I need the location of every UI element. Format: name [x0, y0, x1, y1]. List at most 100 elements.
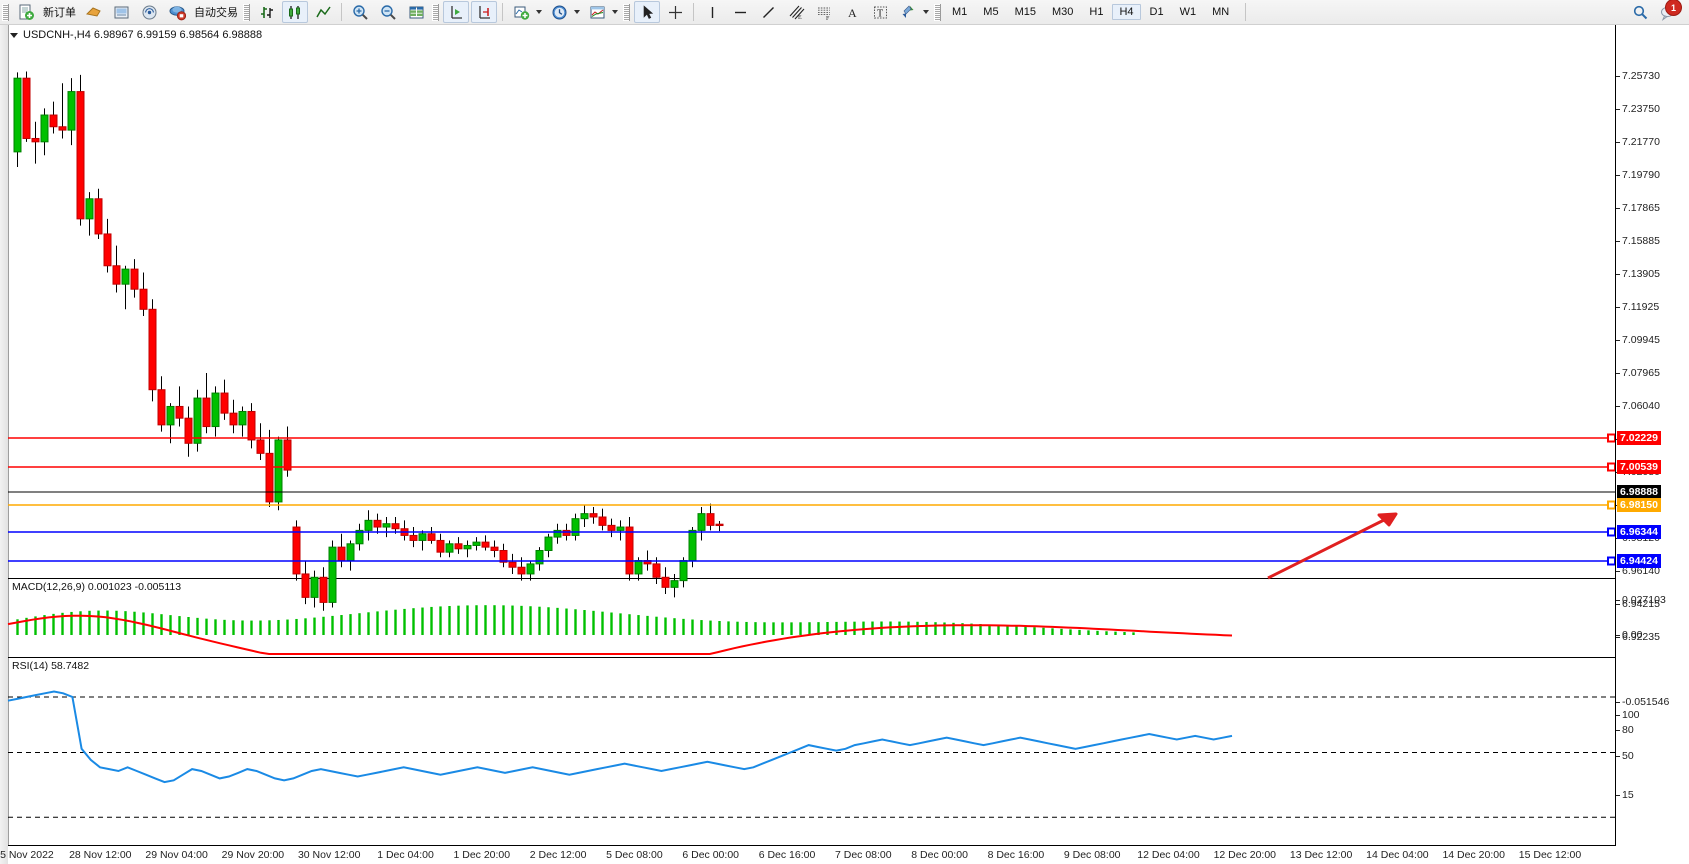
- time-tick-label: 13 Dec 12:00: [1289, 849, 1353, 861]
- time-tick-label: 15 Dec 12:00: [1518, 849, 1582, 861]
- timeframe-m5[interactable]: M5: [983, 6, 999, 18]
- price-level-badge[interactable]: 6.98888: [1617, 485, 1661, 499]
- price-tick: [1616, 76, 1620, 77]
- price-tick-label: 7.09945: [1622, 334, 1660, 346]
- chart-left-rail: [0, 25, 9, 864]
- autotrading-label[interactable]: 自动交易: [194, 7, 238, 19]
- zoom-in-icon[interactable]: [347, 1, 373, 23]
- text-label-icon[interactable]: T: [867, 1, 893, 23]
- chart-symbol-header[interactable]: USDCNH-,H4 6.98967 6.99159 6.98564 6.988…: [10, 29, 262, 41]
- time-axis[interactable]: 25 Nov 2022 28 Nov 12:00 29 Nov 04:00 29 No…: [0, 845, 1616, 864]
- bar-chart-icon[interactable]: [254, 1, 280, 23]
- price-level-badge[interactable]: 6.96344: [1617, 525, 1661, 539]
- toolbar-grip-3[interactable]: [432, 3, 439, 21]
- chart-window[interactable]: USDCNH-,H4 6.98967 6.99159 6.98564 6.988…: [0, 24, 1689, 864]
- timeframe-mn[interactable]: MN: [1212, 6, 1230, 18]
- time-tick-label: 30 Nov 12:00: [297, 849, 361, 861]
- rsi-tick: [1616, 730, 1620, 731]
- toolbar-grip-2[interactable]: [243, 3, 250, 21]
- price-tick-label: 7.11925: [1622, 301, 1660, 313]
- vertical-line-icon[interactable]: [699, 1, 725, 23]
- price-tick: [1616, 109, 1620, 110]
- notifications-icon[interactable]: 1: [1655, 0, 1682, 23]
- chart-menu-triangle-icon[interactable]: [10, 32, 18, 38]
- add-indicator-icon[interactable]: [508, 1, 534, 23]
- price-tick-label: 7.17865: [1622, 202, 1660, 214]
- autotrading-icon[interactable]: [164, 1, 190, 23]
- time-tick-label: 5 Dec 08:00: [606, 849, 663, 861]
- rsi-indicator-label: RSI(14) 58.7482: [12, 660, 90, 672]
- templates-icon[interactable]: [584, 1, 610, 23]
- time-tick-label: 12 Dec 04:00: [1137, 849, 1200, 861]
- rsi-tick-label: 80: [1622, 724, 1634, 736]
- timeframe-m1[interactable]: M1: [952, 6, 968, 18]
- time-tick-label: 6 Dec 00:00: [682, 849, 739, 861]
- add-indicator-caret-icon[interactable]: [536, 10, 542, 14]
- rsi-tick: [1616, 795, 1620, 796]
- macd-tick: [1616, 702, 1620, 703]
- rsi-tick: [1616, 715, 1620, 716]
- timeframe-h1[interactable]: H1: [1089, 6, 1104, 18]
- auto-scroll-icon[interactable]: [443, 1, 469, 23]
- macd-tick-label: 0.027103: [1622, 594, 1666, 606]
- trendline-icon[interactable]: [755, 1, 781, 23]
- timeframe-m15[interactable]: M15: [1014, 6, 1036, 18]
- time-tick-label: 14 Dec 20:00: [1442, 849, 1505, 861]
- templates-caret-icon[interactable]: [612, 10, 618, 14]
- timeframe-d1[interactable]: D1: [1149, 6, 1164, 18]
- time-tick-label: 7 Dec 08:00: [834, 849, 892, 861]
- text-icon[interactable]: A: [839, 1, 865, 23]
- fibonacci-icon[interactable]: F: [811, 1, 837, 23]
- price-tick-label: 7.21770: [1622, 136, 1660, 148]
- equidistant-channel-icon[interactable]: E: [783, 1, 809, 23]
- time-tick-label: 1 Dec 20:00: [453, 849, 511, 861]
- period-clock-icon[interactable]: [546, 1, 572, 23]
- time-tick-label: 25 Nov 2022: [0, 849, 54, 861]
- data-window-icon[interactable]: [403, 1, 429, 23]
- price-tick: [1616, 604, 1620, 605]
- horizontal-line-icon[interactable]: [727, 1, 753, 23]
- timeframe-m30[interactable]: M30: [1051, 6, 1074, 18]
- crosshair-icon[interactable]: [662, 1, 688, 23]
- line-chart-icon[interactable]: [310, 1, 336, 23]
- price-level-badge[interactable]: 6.94424: [1617, 554, 1661, 568]
- arrows-icon[interactable]: [895, 1, 921, 23]
- new-order-label[interactable]: 新订单: [43, 7, 76, 19]
- price-tick: [1616, 307, 1620, 308]
- price-tick: [1616, 373, 1620, 374]
- timeframe-w1[interactable]: W1: [1179, 6, 1197, 18]
- timeframe-h4[interactable]: H4: [1112, 4, 1141, 20]
- toolbar-grip-5[interactable]: [934, 3, 941, 21]
- candlestick-chart-icon[interactable]: [282, 1, 308, 23]
- arrows-caret-icon[interactable]: [923, 10, 929, 14]
- svg-text:T: T: [877, 8, 883, 19]
- toolbar-grip[interactable]: [2, 3, 9, 21]
- period-caret-icon[interactable]: [574, 10, 580, 14]
- search-icon[interactable]: [1627, 1, 1653, 23]
- new-order-icon[interactable]: [13, 1, 39, 23]
- signal-icon[interactable]: [136, 1, 162, 23]
- cursor-icon[interactable]: [634, 1, 660, 23]
- price-axis[interactable]: 7.25730 7.23750 7.21770 7.19790 7.17865 7.158…: [1615, 25, 1689, 864]
- chart-plot-area[interactable]: [0, 25, 1689, 864]
- rsi-tick-label: 100: [1622, 709, 1640, 721]
- price-tick: [1616, 142, 1620, 143]
- svg-text:A: A: [848, 6, 857, 20]
- macd-tick-label: -0.051546: [1622, 696, 1670, 708]
- price-tick-label: 7.06040: [1622, 400, 1660, 412]
- price-level-badge[interactable]: 6.98150: [1617, 498, 1661, 512]
- price-level-badge[interactable]: 7.00539: [1617, 460, 1661, 474]
- price-tick-label: 6.92235: [1622, 631, 1660, 643]
- price-tick-label: 7.15885: [1622, 235, 1660, 247]
- chart-shift-end-icon[interactable]: [471, 1, 497, 23]
- chart-shift-icon[interactable]: [80, 1, 106, 23]
- price-level-badge[interactable]: 7.02229: [1617, 431, 1661, 445]
- price-tick: [1616, 571, 1620, 572]
- time-tick-label: 9 Dec 08:00: [1063, 849, 1121, 861]
- terminal-icon[interactable]: [108, 1, 134, 23]
- zoom-out-icon[interactable]: [375, 1, 401, 23]
- toolbar-grip-4[interactable]: [623, 3, 630, 21]
- svg-text:E: E: [798, 15, 802, 21]
- price-tick-label: 7.19790: [1622, 169, 1660, 181]
- price-tick: [1616, 637, 1620, 638]
